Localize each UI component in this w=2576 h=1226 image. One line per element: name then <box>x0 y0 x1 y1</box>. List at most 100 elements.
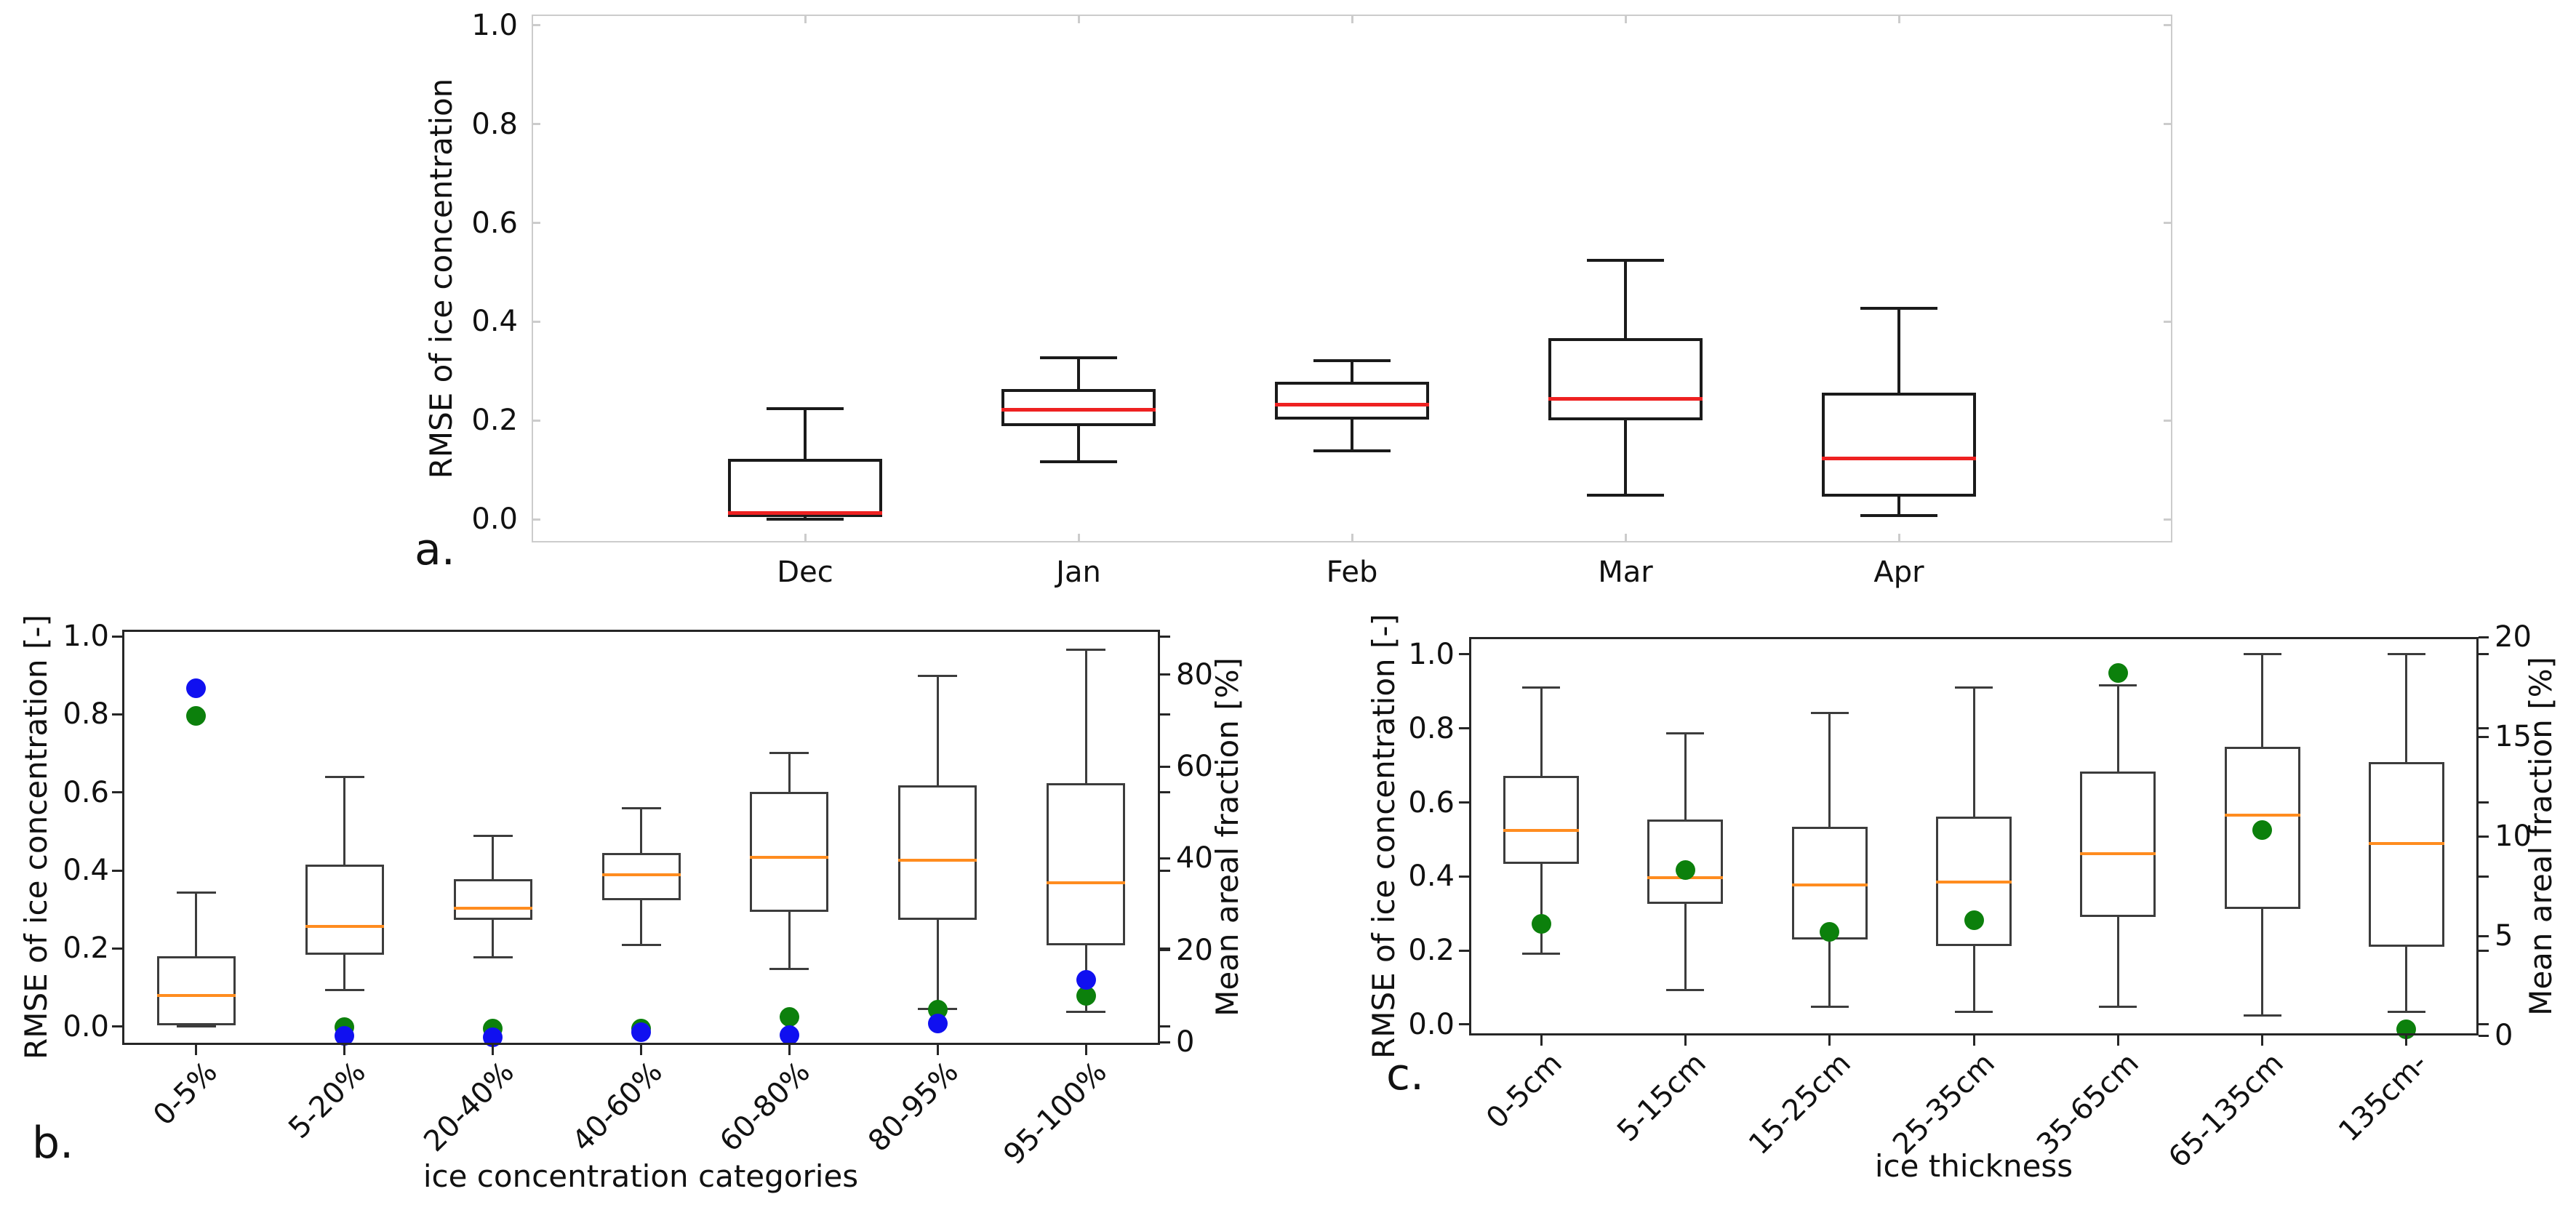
median-line <box>1047 881 1126 884</box>
x-tick-mark <box>343 1045 346 1055</box>
y-tick-mark <box>532 320 540 323</box>
box-rect <box>1822 393 1976 497</box>
x-tick-mark <box>1897 534 1900 542</box>
y2-tick-label: 60 <box>1176 750 1213 784</box>
x-tick-label: Jan <box>1056 556 1101 589</box>
y2-tick-label: 10 <box>2495 820 2532 853</box>
x-tick-mark <box>1351 15 1353 23</box>
whisker-cap <box>1066 1010 1106 1013</box>
green-dot <box>2252 820 2273 841</box>
y-tick-mark <box>1160 791 1170 794</box>
panel-b-xlabel: ice concentration categories <box>423 1158 859 1194</box>
y2-tick-label: 15 <box>2495 720 2532 753</box>
whisker-line <box>640 808 642 853</box>
blue-dot <box>335 1026 355 1046</box>
x-tick-mark <box>1077 15 1080 23</box>
whisker-line <box>1077 425 1080 462</box>
y-tick-mark <box>1160 635 1170 638</box>
whisker-cap <box>769 967 809 970</box>
x-tick-mark <box>1624 534 1627 542</box>
y-tick-mark <box>2479 801 2489 804</box>
median-line <box>1791 884 1868 887</box>
whisker-line <box>788 753 791 793</box>
y-tick-mark <box>532 123 540 126</box>
y-tick-mark <box>112 713 122 716</box>
y-tick-label: 0.6 <box>471 206 518 240</box>
y2-tick-label: 80 <box>1176 657 1213 692</box>
y2-tick-mark <box>2479 1034 2489 1037</box>
box-rect <box>305 865 384 955</box>
whisker-line <box>1077 358 1080 390</box>
x-tick-label: Feb <box>1326 556 1378 589</box>
y2-tick-mark <box>1160 949 1170 952</box>
whisker-cap <box>1040 356 1117 359</box>
whisker-cap <box>1066 648 1106 651</box>
whisker-line <box>1684 904 1687 990</box>
x-tick-mark <box>1972 1035 1975 1046</box>
whisker-line <box>343 955 346 990</box>
x-tick-mark <box>2405 1035 2408 1046</box>
x-tick-mark <box>640 1045 642 1055</box>
whisker-cap <box>473 956 513 959</box>
y-tick-mark <box>532 24 540 27</box>
x-tick-mark <box>1540 1035 1543 1046</box>
green-dot <box>2108 662 2128 683</box>
x-tick-mark <box>1684 1035 1687 1046</box>
whisker-line <box>195 892 198 956</box>
y-tick-mark <box>2479 949 2489 952</box>
y-tick-label: 0.8 <box>471 107 518 141</box>
whisker-cap <box>324 776 364 779</box>
whisker-cap <box>1810 712 1849 715</box>
whisker-cap <box>473 835 513 838</box>
y2-tick-mark <box>1160 765 1170 768</box>
whisker-line <box>1351 419 1353 451</box>
median-line <box>1936 880 2012 884</box>
whisker-line <box>1897 308 1900 393</box>
whisker-cap <box>2243 653 2281 656</box>
whisker-cap <box>1860 307 1937 310</box>
y2-tick-mark <box>2479 636 2489 638</box>
y2-tick-mark <box>2479 735 2489 738</box>
y-tick-mark <box>1459 801 1469 804</box>
y-tick-label: 0.8 <box>63 697 109 732</box>
y2-tick-mark <box>1160 1041 1170 1043</box>
box-rect <box>1548 337 1703 421</box>
box-rect <box>601 852 681 900</box>
whisker-cap <box>918 675 958 678</box>
x-tick-mark <box>788 1045 791 1055</box>
y-tick-mark <box>112 635 122 638</box>
y-tick-label: 0.2 <box>471 404 518 438</box>
box-rect <box>453 878 532 920</box>
x-tick-mark <box>1077 534 1080 542</box>
median-line <box>601 873 681 877</box>
x-tick-label: Mar <box>1598 556 1653 589</box>
whisker-cap <box>2387 653 2425 656</box>
y2-tick-label: 5 <box>2495 919 2513 953</box>
y2-tick-label: 20 <box>2495 620 2532 654</box>
y-tick-label: 1.0 <box>471 8 518 42</box>
whisker-cap <box>1587 259 1664 263</box>
whisker-line <box>936 919 939 1009</box>
whisker-line <box>640 900 642 945</box>
y-tick-label: 0.4 <box>1408 860 1455 894</box>
x-tick-label: Apr <box>1873 556 1924 589</box>
median-line <box>2080 852 2156 855</box>
y-tick-mark <box>1459 949 1469 952</box>
y-tick-mark <box>2479 653 2489 656</box>
whisker-line <box>936 676 939 786</box>
blue-dot <box>186 678 207 699</box>
whisker-line <box>1828 713 1831 828</box>
whisker-line <box>1351 361 1353 382</box>
median-line <box>1001 407 1156 412</box>
y2-tick-mark <box>2479 835 2489 838</box>
whisker-cap <box>1313 359 1391 363</box>
box-rect <box>2080 771 2156 917</box>
panel-c-letter: c. <box>1386 1049 1425 1100</box>
x-tick-mark <box>1897 15 1900 23</box>
y-tick-mark <box>2164 518 2172 521</box>
y-tick-mark <box>1160 713 1170 716</box>
box-rect <box>750 792 829 912</box>
median-line <box>1822 457 1976 461</box>
